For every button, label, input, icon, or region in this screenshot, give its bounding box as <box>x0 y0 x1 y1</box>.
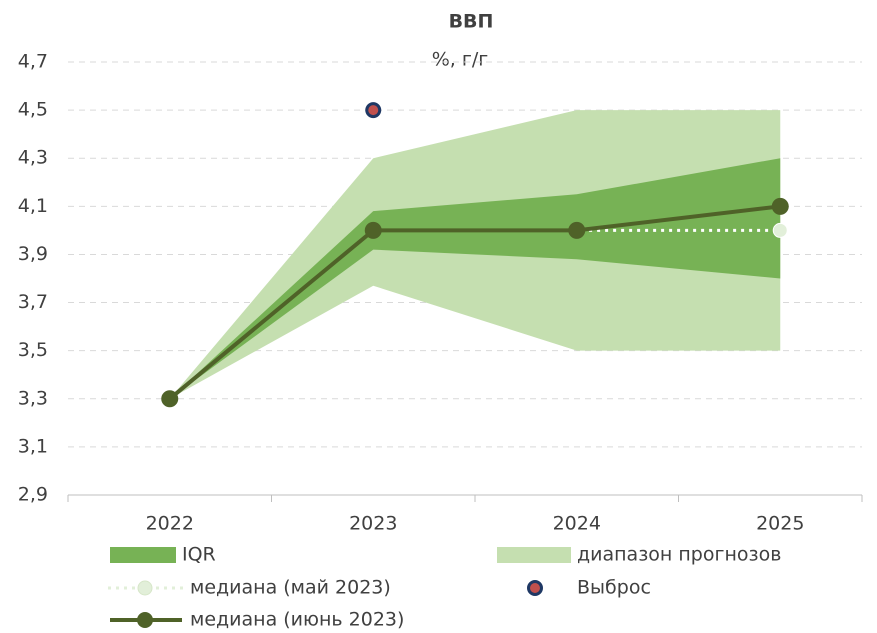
y-tick-label: 3,7 <box>18 291 48 313</box>
y-tick-label: 3,3 <box>18 387 48 409</box>
y-tick-label: 4,7 <box>18 51 48 73</box>
y-tick-label: 3,1 <box>18 435 48 457</box>
legend-label: медиана (май 2023) <box>190 577 391 599</box>
legend-label: диапазон прогнозов <box>577 544 781 566</box>
y-tick-label: 4,5 <box>18 99 48 121</box>
legend-swatch <box>497 547 571 563</box>
chart-subtitle: %, г/г <box>432 49 489 71</box>
y-tick-label: 4,1 <box>18 195 48 217</box>
y-tick-label: 3,9 <box>18 243 48 265</box>
median-point <box>568 221 586 239</box>
y-tick-label: 4,3 <box>18 147 48 169</box>
y-tick-label: 2,9 <box>18 484 48 506</box>
legend-swatch <box>137 580 153 596</box>
legend-swatch <box>137 612 153 628</box>
legend-swatch <box>110 547 176 563</box>
legend-label: медиана (июнь 2023) <box>190 609 404 631</box>
median-line <box>168 228 781 400</box>
legend-swatch <box>527 580 543 596</box>
median-point <box>772 222 788 238</box>
y-tick-label: 3,5 <box>18 339 48 361</box>
x-tick-label: 2022 <box>146 513 194 535</box>
x-tick-label: 2025 <box>756 513 804 535</box>
median-point <box>161 390 179 408</box>
median-point <box>771 197 789 215</box>
forecast-band <box>169 158 781 399</box>
x-tick-label: 2024 <box>553 513 601 535</box>
x-tick-label: 2023 <box>349 513 397 535</box>
median-line <box>168 204 781 401</box>
legend-label: Выброс <box>577 577 651 599</box>
chart-title: ВВП <box>449 11 494 33</box>
legend-label: IQR <box>182 544 216 566</box>
median-point <box>364 221 382 239</box>
outlier-point <box>365 102 382 119</box>
